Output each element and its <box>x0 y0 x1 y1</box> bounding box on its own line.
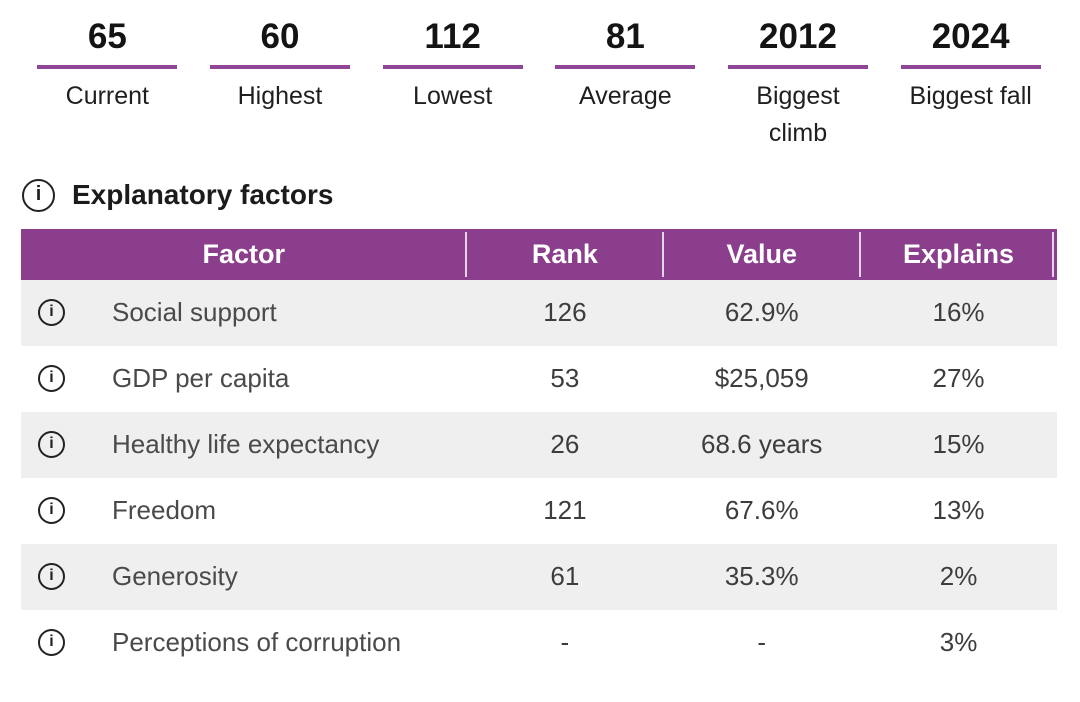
table-row-freedom: i Freedom 121 67.6% 13% <box>21 477 1057 544</box>
header-divider <box>1051 231 1054 277</box>
info-icon-glyph: i <box>49 632 54 650</box>
info-icon-glyph: i <box>49 500 54 518</box>
factor-explains: 2% <box>939 561 978 591</box>
stat-label: Current <box>65 81 150 110</box>
factor-value: 35.3% <box>724 561 799 591</box>
stat-value: 65 <box>87 17 127 56</box>
column-header-factor: Factor <box>202 238 285 269</box>
stat-value: 2024 <box>931 17 1010 56</box>
column-header-rank: Rank <box>465 229 663 280</box>
factor-cell: i Healthy life expectancy <box>21 429 466 460</box>
stat-label: Biggest fall <box>909 81 1032 110</box>
info-icon-glyph: i <box>35 183 42 205</box>
stat-lowest: 112 Lowest <box>366 14 539 153</box>
info-icon-glyph: i <box>49 434 54 452</box>
factor-value: 68.6 years <box>701 429 823 459</box>
info-icon[interactable]: i <box>38 629 65 656</box>
factor-rank: 121 <box>543 495 587 525</box>
stat-value: 2012 <box>759 17 837 56</box>
stat-label: Lowest <box>413 81 493 110</box>
info-icon-glyph: i <box>49 368 54 386</box>
header-divider <box>465 231 468 277</box>
stat-underline <box>37 64 178 69</box>
info-icon[interactable]: i <box>38 431 65 458</box>
factor-rank: 126 <box>543 297 587 327</box>
info-icon[interactable]: i <box>38 563 65 590</box>
factor-cell: i Generosity <box>21 561 466 592</box>
column-header-value: Value <box>662 229 860 280</box>
table-row-gdp-per-capita: i GDP per capita 53 $25,059 27% <box>21 345 1057 412</box>
column-header-label: Value <box>726 238 797 269</box>
factor-explains: 13% <box>932 495 985 525</box>
stat-average: 81 Average <box>539 14 712 153</box>
info-icon-glyph: i <box>49 566 54 584</box>
stat-underline <box>727 64 868 69</box>
table-header-row: Factor Rank Value Explains <box>21 228 1057 280</box>
factor-value: 62.9% <box>724 297 799 327</box>
stat-underline <box>209 64 350 69</box>
factor-rank: 61 <box>550 561 580 591</box>
factor-name: Generosity <box>112 561 238 591</box>
stat-value: 112 <box>424 17 481 56</box>
factor-rank: - <box>560 627 570 657</box>
stat-underline <box>555 64 696 69</box>
factor-cell: i GDP per capita <box>21 363 466 394</box>
factor-name: Perceptions of corruption <box>112 627 402 657</box>
info-icon[interactable]: i <box>38 497 65 524</box>
header-divider <box>859 231 862 277</box>
factor-explains: 27% <box>932 363 985 393</box>
factor-value: 67.6% <box>724 495 799 525</box>
factor-name: Healthy life expectancy <box>112 429 380 459</box>
factor-explains: 15% <box>932 429 985 459</box>
factor-cell: i Perceptions of corruption <box>21 627 466 658</box>
stat-biggest-fall: 2024 Biggest fall <box>884 14 1057 153</box>
factor-value: - <box>757 627 767 657</box>
table-row-healthy-life-expectancy: i Healthy life expectancy 26 68.6 years … <box>21 411 1057 478</box>
stat-biggest-climb: 2012 Biggest climb <box>712 14 885 153</box>
explanatory-factors-table: Factor Rank Value Explains i Social supp… <box>21 228 1057 676</box>
column-header-explains: Explains <box>859 229 1057 280</box>
country-happiness-panel: 65 Current 60 Highest 112 Lowest 81 Aver… <box>0 14 1080 676</box>
factor-name: Freedom <box>112 495 217 525</box>
factor-explains: 16% <box>932 297 985 327</box>
table-row-perceptions-of-corruption: i Perceptions of corruption - - 3% <box>21 609 1057 676</box>
section-title: Explanatory factors <box>72 179 334 210</box>
factor-rank: 26 <box>550 429 580 459</box>
info-icon[interactable]: i <box>22 178 55 212</box>
factor-explains: 3% <box>939 627 978 657</box>
factor-cell: i Freedom <box>21 495 466 526</box>
factor-rank: 53 <box>550 363 580 393</box>
summary-stats: 65 Current 60 Highest 112 Lowest 81 Aver… <box>21 14 1057 153</box>
stat-value: 81 <box>605 17 645 56</box>
factor-value: $25,059 <box>714 363 809 393</box>
factor-name: GDP per capita <box>112 363 290 393</box>
stat-underline <box>900 64 1041 69</box>
factor-name: Social support <box>112 297 277 327</box>
stat-label: Highest <box>237 81 323 110</box>
header-divider <box>662 231 665 277</box>
column-header-label: Rank <box>531 238 598 269</box>
stat-label: Average <box>578 81 672 110</box>
info-icon-glyph: i <box>49 302 54 320</box>
column-header-label: Explains <box>903 238 1015 269</box>
table-row-social-support: i Social support 126 62.9% 16% <box>21 279 1057 346</box>
stat-current: 65 Current <box>21 14 194 153</box>
stat-highest: 60 Highest <box>194 14 367 153</box>
stat-label: Biggest climb <box>756 81 840 148</box>
factor-cell: i Social support <box>21 297 466 328</box>
table-row-generosity: i Generosity 61 35.3% 2% <box>21 543 1057 610</box>
section-heading: i Explanatory factors <box>22 178 1080 212</box>
stat-underline <box>382 64 523 69</box>
stat-value: 60 <box>260 17 300 56</box>
info-icon[interactable]: i <box>38 365 65 392</box>
info-icon[interactable]: i <box>38 299 65 326</box>
